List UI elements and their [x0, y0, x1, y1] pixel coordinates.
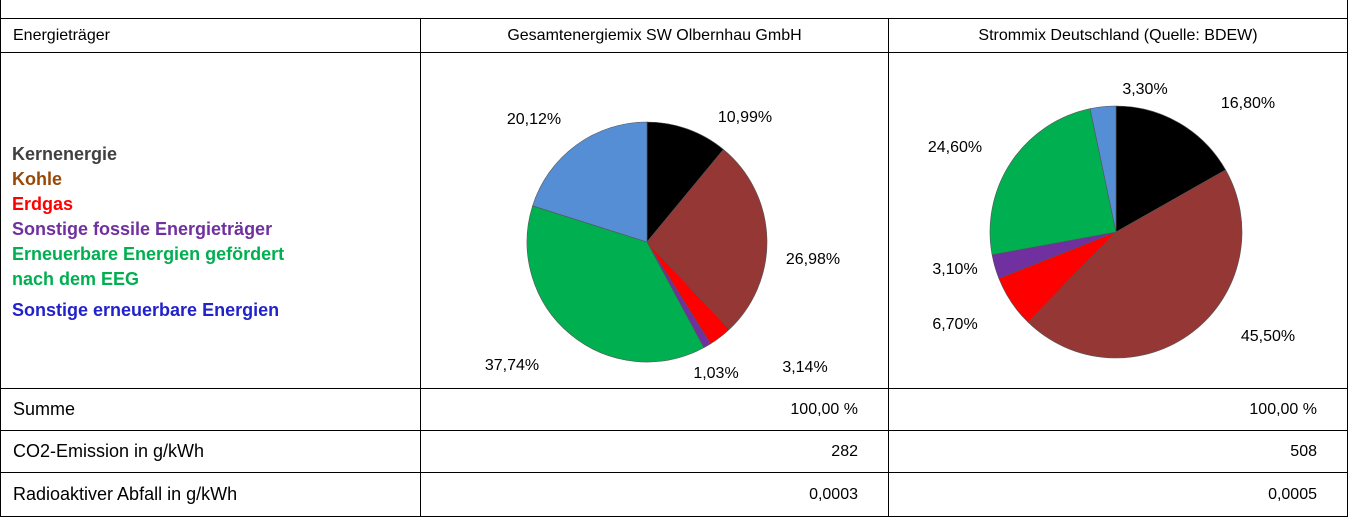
data-label: 45,50% — [1241, 328, 1295, 345]
pie-slice — [989, 108, 1117, 256]
pie-slice — [646, 149, 768, 330]
legend-entry: Erdgas — [12, 194, 74, 214]
pie-slice — [1089, 105, 1117, 233]
data-label: 16,80% — [1221, 95, 1275, 112]
legend-entry: Kernenergie — [12, 144, 118, 164]
data-label: 24,60% — [928, 139, 982, 156]
pie-slice — [532, 121, 648, 243]
legend-entry: Kohle — [12, 169, 63, 189]
legend-entry: Sonstige fossile Energieträger — [12, 219, 273, 239]
data-label: 37,74% — [485, 357, 539, 374]
data-label: 3,14% — [782, 359, 827, 376]
legend-entry: Sonstige erneuerbare Energien — [12, 300, 280, 320]
pie-slice — [646, 121, 724, 243]
data-label: 6,70% — [932, 316, 977, 333]
data-label: 26,98% — [786, 251, 840, 268]
data-label: 20,12% — [507, 111, 561, 128]
legend-entry: Erneuerbare Energien gefördert nach dem … — [12, 244, 285, 289]
legend: Kernenergie Kohle Erdgas Sonstige fossile E… — [12, 142, 302, 323]
data-label: 10,99% — [718, 109, 772, 126]
data-label: 3,10% — [932, 261, 977, 278]
pie-slice — [526, 205, 705, 363]
data-label: 1,03% — [693, 365, 738, 382]
pie-slice — [1027, 169, 1243, 359]
data-label: 3,30% — [1122, 81, 1167, 98]
pie-slice — [1115, 105, 1227, 233]
